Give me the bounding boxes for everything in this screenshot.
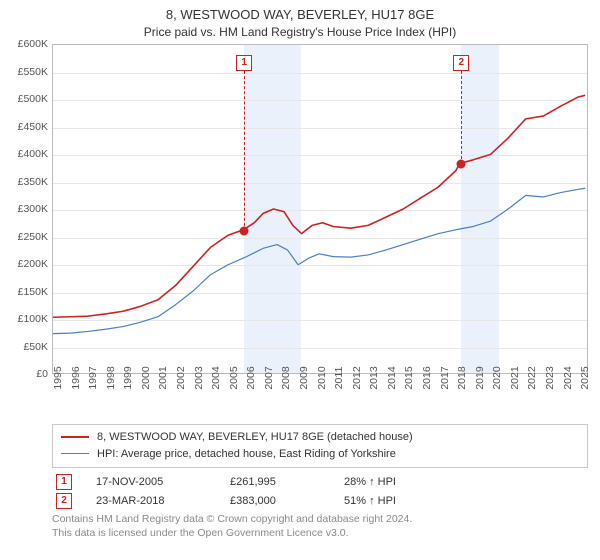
x-tick-label: 2003 bbox=[193, 366, 205, 389]
title-line2: Price paid vs. HM Land Registry's House … bbox=[0, 24, 600, 40]
x-tick-label: 2017 bbox=[439, 366, 451, 389]
sale-marker-box: 1 bbox=[236, 55, 252, 71]
sale-marker-dot bbox=[240, 226, 249, 235]
legend-label: HPI: Average price, detached house, East… bbox=[97, 446, 396, 463]
x-tick-label: 2008 bbox=[280, 366, 292, 389]
y-tick-label: £250K bbox=[0, 231, 48, 243]
sale-vs-hpi: 51% ↑ HPI bbox=[344, 495, 396, 507]
x-tick-label: 2004 bbox=[210, 366, 222, 389]
plot-area: 12 bbox=[52, 44, 588, 374]
x-tick-label: 2021 bbox=[509, 366, 521, 389]
chart-area: 12 £0£50K£100K£150K£200K£250K£300K£350K£… bbox=[0, 44, 600, 422]
title-block: 8, WESTWOOD WAY, BEVERLEY, HU17 8GE Pric… bbox=[0, 0, 600, 40]
sale-price: £261,995 bbox=[230, 476, 320, 488]
y-tick-label: £300K bbox=[0, 203, 48, 215]
x-tick-label: 2018 bbox=[456, 366, 468, 389]
series-hpi bbox=[53, 188, 585, 333]
sale-marker-line bbox=[461, 71, 462, 164]
x-tick-label: 2012 bbox=[351, 366, 363, 389]
x-tick-label: 2025 bbox=[579, 366, 591, 389]
legend-row: 8, WESTWOOD WAY, BEVERLEY, HU17 8GE (det… bbox=[61, 429, 579, 446]
y-tick-label: £600K bbox=[0, 38, 48, 50]
x-tick-label: 2024 bbox=[562, 366, 574, 389]
y-tick-label: £350K bbox=[0, 176, 48, 188]
sale-date: 17-NOV-2005 bbox=[96, 476, 206, 488]
y-tick-label: £500K bbox=[0, 93, 48, 105]
x-tick-label: 1995 bbox=[52, 366, 64, 389]
chart-container: 8, WESTWOOD WAY, BEVERLEY, HU17 8GE Pric… bbox=[0, 0, 600, 560]
x-tick-label: 2016 bbox=[421, 366, 433, 389]
credits-line1: Contains HM Land Registry data © Crown c… bbox=[52, 513, 588, 527]
x-tick-label: 2002 bbox=[175, 366, 187, 389]
x-tick-label: 2023 bbox=[544, 366, 556, 389]
x-tick-label: 1998 bbox=[105, 366, 117, 389]
credits-line2: This data is licensed under the Open Gov… bbox=[52, 527, 588, 541]
x-tick-label: 2019 bbox=[474, 366, 486, 389]
y-tick-label: £200K bbox=[0, 258, 48, 270]
sale-index-box: 2 bbox=[56, 493, 72, 509]
credits: Contains HM Land Registry data © Crown c… bbox=[52, 513, 588, 540]
x-tick-label: 2000 bbox=[140, 366, 152, 389]
sale-row: 2 23-MAR-2018 £383,000 51% ↑ HPI bbox=[56, 493, 588, 509]
x-tick-label: 1999 bbox=[122, 366, 134, 389]
x-tick-label: 2001 bbox=[157, 366, 169, 389]
y-tick-label: £100K bbox=[0, 313, 48, 325]
line-layer bbox=[53, 45, 587, 373]
legend: 8, WESTWOOD WAY, BEVERLEY, HU17 8GE (det… bbox=[52, 424, 588, 468]
x-tick-label: 2011 bbox=[333, 367, 345, 390]
y-tick-label: £400K bbox=[0, 148, 48, 160]
y-tick-label: £450K bbox=[0, 121, 48, 133]
x-tick-label: 2009 bbox=[298, 366, 310, 389]
x-tick-label: 2005 bbox=[228, 366, 240, 389]
below-chart: 8, WESTWOOD WAY, BEVERLEY, HU17 8GE (det… bbox=[52, 424, 588, 540]
sale-price: £383,000 bbox=[230, 495, 320, 507]
x-tick-label: 2007 bbox=[263, 366, 275, 389]
series-property bbox=[53, 95, 585, 317]
x-tick-label: 2015 bbox=[403, 366, 415, 389]
x-tick-label: 2010 bbox=[316, 366, 328, 389]
x-tick-label: 2014 bbox=[386, 366, 398, 389]
x-tick-label: 1996 bbox=[70, 366, 82, 389]
y-tick-label: £150K bbox=[0, 286, 48, 298]
y-tick-label: £0 bbox=[0, 368, 48, 380]
x-tick-label: 2006 bbox=[245, 366, 257, 389]
legend-label: 8, WESTWOOD WAY, BEVERLEY, HU17 8GE (det… bbox=[97, 429, 413, 446]
x-tick-label: 2020 bbox=[491, 366, 503, 389]
x-tick-label: 2022 bbox=[526, 366, 538, 389]
sale-date: 23-MAR-2018 bbox=[96, 495, 206, 507]
sale-marker-box: 2 bbox=[453, 55, 469, 71]
legend-swatch bbox=[61, 436, 89, 438]
sale-marker-dot bbox=[457, 160, 466, 169]
x-tick-label: 2013 bbox=[368, 366, 380, 389]
sale-vs-hpi: 28% ↑ HPI bbox=[344, 476, 396, 488]
sale-index-box: 1 bbox=[56, 474, 72, 490]
sale-row: 1 17-NOV-2005 £261,995 28% ↑ HPI bbox=[56, 474, 588, 490]
sales-table: 1 17-NOV-2005 £261,995 28% ↑ HPI 2 23-MAR-201… bbox=[52, 474, 588, 509]
sale-marker-line bbox=[244, 71, 245, 231]
legend-row: HPI: Average price, detached house, East… bbox=[61, 446, 579, 463]
legend-swatch bbox=[61, 453, 89, 454]
title-line1: 8, WESTWOOD WAY, BEVERLEY, HU17 8GE bbox=[0, 6, 600, 24]
x-tick-label: 1997 bbox=[87, 366, 99, 389]
y-tick-label: £550K bbox=[0, 66, 48, 78]
y-tick-label: £50K bbox=[0, 341, 48, 353]
